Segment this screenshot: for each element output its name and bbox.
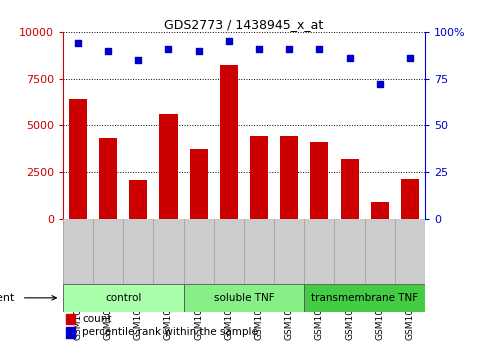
Bar: [159, 114, 178, 218]
Bar: [67, 327, 75, 338]
Bar: [69, 99, 87, 218]
Title: GDS2773 / 1438945_x_at: GDS2773 / 1438945_x_at: [164, 18, 324, 31]
Point: [376, 81, 384, 87]
FancyBboxPatch shape: [304, 284, 425, 312]
Bar: [189, 149, 208, 218]
Point: [74, 40, 82, 46]
Point: [406, 55, 414, 61]
Point: [225, 38, 233, 44]
Point: [346, 55, 354, 61]
Text: soluble TNF: soluble TNF: [213, 293, 274, 303]
Text: percentile rank within the sample: percentile rank within the sample: [82, 327, 258, 337]
Bar: [371, 202, 389, 218]
Bar: [311, 142, 328, 218]
Text: agent: agent: [0, 293, 14, 303]
Point: [285, 46, 293, 51]
Bar: [67, 314, 75, 324]
Bar: [280, 136, 298, 218]
FancyBboxPatch shape: [184, 284, 304, 312]
Point: [134, 57, 142, 63]
Text: transmembrane TNF: transmembrane TNF: [311, 293, 418, 303]
Bar: [220, 65, 238, 218]
Point: [315, 46, 323, 51]
Bar: [99, 138, 117, 218]
Bar: [341, 159, 358, 218]
Bar: [129, 180, 147, 218]
Point: [104, 48, 112, 53]
Point: [195, 48, 202, 53]
Text: control: control: [105, 293, 142, 303]
FancyBboxPatch shape: [63, 284, 184, 312]
Point: [165, 46, 172, 51]
Bar: [250, 136, 268, 218]
Text: count: count: [82, 314, 112, 324]
Point: [255, 46, 263, 51]
Bar: [401, 179, 419, 218]
